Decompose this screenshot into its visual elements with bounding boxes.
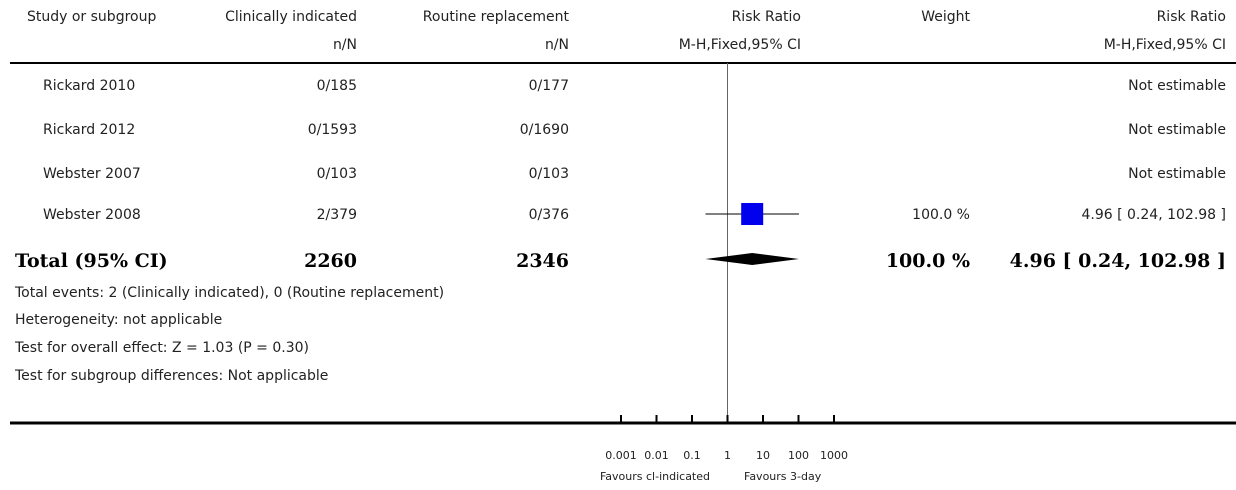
total-group1: 2260	[304, 250, 357, 272]
header-group2: Routine replacement	[422, 9, 569, 25]
header-group1-sub: n/N	[332, 37, 357, 53]
study-ci: 4.96 [ 0.24, 102.98 ]	[1081, 207, 1226, 223]
study-ci: Not estimable	[1128, 78, 1226, 94]
study-group1: 0/103	[316, 166, 357, 182]
total-label: Total (95% CI)	[15, 250, 168, 272]
axis-tick-label: 0.01	[644, 449, 669, 462]
header-plot-sub: M-H,Fixed,95% CI	[678, 37, 801, 53]
axis-tick-label: 10	[756, 449, 770, 462]
study-group1: 2/379	[316, 207, 357, 223]
header-group2-sub: n/N	[544, 37, 569, 53]
header-weight: Weight	[921, 9, 970, 25]
pooled-diamond	[705, 253, 799, 265]
axis-tick-label: 100	[788, 449, 809, 462]
header-plot: Risk Ratio	[731, 9, 801, 25]
header-group1: Clinically indicated	[225, 9, 357, 25]
total-weight: 100.0 %	[885, 250, 970, 272]
total-ci: 4.96 [ 0.24, 102.98 ]	[1009, 250, 1226, 272]
axis-tick-label: 1	[724, 449, 731, 462]
study-group1: 0/185	[316, 78, 357, 94]
study-name: Rickard 2012	[43, 122, 136, 138]
study-group2: 0/103	[528, 166, 569, 182]
favours-left: Favours cl-indicated	[599, 470, 710, 483]
study-group1: 0/1593	[307, 122, 357, 138]
study-name: Rickard 2010	[43, 78, 136, 94]
axis-tick-label: 0.001	[605, 449, 637, 462]
study-ci: Not estimable	[1128, 122, 1226, 138]
study-group2: 0/177	[528, 78, 569, 94]
footnote-events: Total events: 2 (Clinically indicated), …	[15, 285, 445, 301]
study-group2: 0/1690	[519, 122, 569, 138]
footnote-overall-effect: Test for overall effect: Z = 1.03 (P = 0…	[15, 340, 309, 356]
total-group2: 2346	[516, 250, 569, 272]
study-ci: Not estimable	[1128, 166, 1226, 182]
header-study: Study or subgroup	[27, 9, 157, 25]
study-name: Webster 2008	[43, 207, 141, 223]
footnote-subgroup: Test for subgroup differences: Not appli…	[15, 368, 329, 384]
study-name: Webster 2007	[43, 166, 141, 182]
axis-tick-label: 1000	[820, 449, 848, 462]
footnote-heterogeneity: Heterogeneity: not applicable	[15, 312, 223, 328]
favours-right: Favours 3-day	[744, 470, 822, 483]
study-group2: 0/376	[528, 207, 569, 223]
axis-tick-label: 0.1	[683, 449, 701, 462]
effect-marker	[741, 203, 764, 225]
study-weight: 100.0 %	[912, 207, 970, 223]
header-ratio-sub: M-H,Fixed,95% CI	[1103, 37, 1226, 53]
header-ratio: Risk Ratio	[1156, 9, 1226, 25]
